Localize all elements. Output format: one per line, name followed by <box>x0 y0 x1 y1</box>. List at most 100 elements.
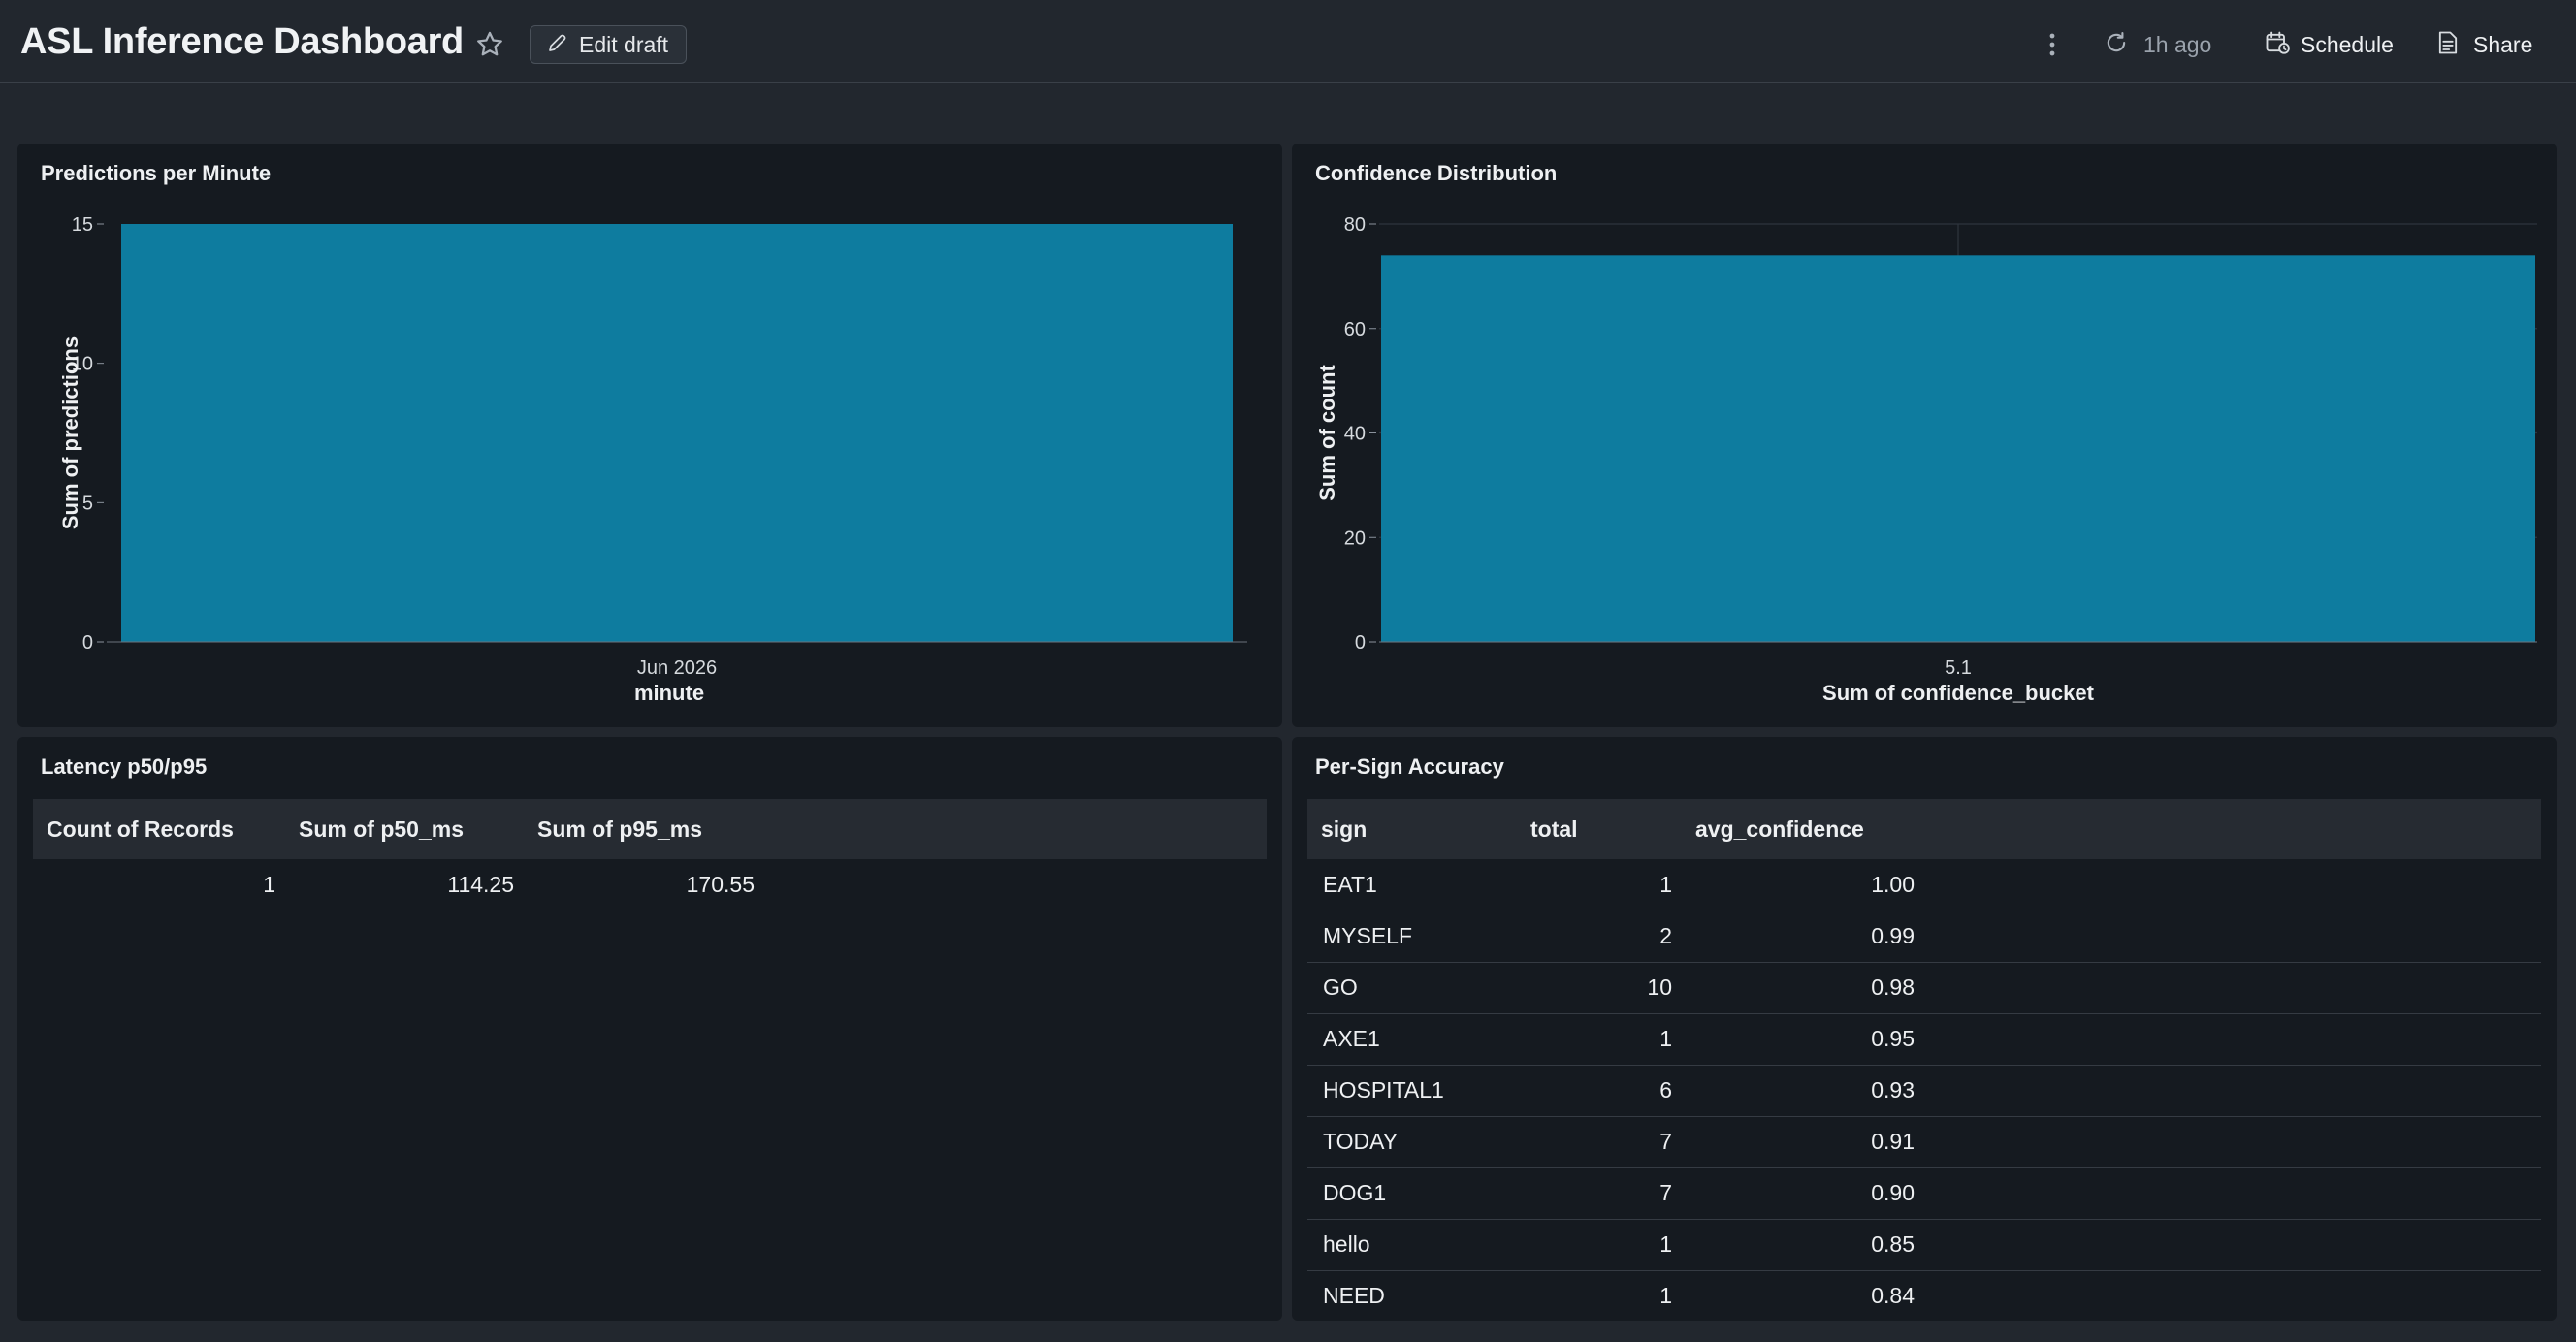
sign-cell: EAT1 <box>1307 859 1517 911</box>
panel-title: Confidence Distribution <box>1315 161 1558 185</box>
sign-cell: NEED <box>1307 1270 1517 1321</box>
table-row: 1 114.25 170.55 <box>33 859 1267 911</box>
sign-cell: MYSELF <box>1307 911 1517 963</box>
total-cell: 2 <box>1517 911 1682 963</box>
table-cell-spacer <box>1924 859 2541 911</box>
avg-confidence-cell: 0.95 <box>1682 1013 1924 1066</box>
share-document-icon <box>2434 29 2462 61</box>
avg-confidence-cell: 0.90 <box>1682 1167 1924 1220</box>
avg-confidence-cell: 0.98 <box>1682 962 1924 1014</box>
table-cell-spacer <box>1924 1065 2541 1117</box>
table-row: MYSELF 2 0.99 <box>1307 911 2541 963</box>
total-cell: 10 <box>1517 962 1682 1014</box>
panel-title: Per-Sign Accuracy <box>1315 754 1504 779</box>
sign-cell: TODAY <box>1307 1116 1517 1168</box>
table-cell-spacer <box>764 859 1267 911</box>
total-cell: 1 <box>1517 1013 1682 1066</box>
table-row: HOSPITAL1 6 0.93 <box>1307 1065 2541 1117</box>
table-cell-spacer <box>1924 1116 2541 1168</box>
table-cell-spacer <box>1924 1219 2541 1271</box>
y-tick-label: 0 <box>82 632 93 654</box>
confidence-distribution-panel[interactable]: Confidence Distribution 0 20 40 60 80 5.1 Sum … <box>1292 144 2557 727</box>
total-cell: 1 <box>1517 1270 1682 1321</box>
table-cell-spacer <box>1924 911 2541 963</box>
predictions-per-minute-panel[interactable]: Predictions per Minute 0 5 10 15 Jun 2026 min… <box>17 144 1282 727</box>
y-tick-label: 60 <box>1344 319 1366 340</box>
y-tick-label: 0 <box>1355 632 1366 654</box>
share-button[interactable]: Share <box>2434 25 2532 64</box>
pencil-icon <box>546 31 569 59</box>
table-row: GO 10 0.98 <box>1307 962 2541 1014</box>
total-cell: 7 <box>1517 1116 1682 1168</box>
y-tick-label: 40 <box>1344 424 1366 445</box>
x-tick-label: 5.1 <box>1945 657 1972 679</box>
share-label: Share <box>2473 31 2533 57</box>
table-row: EAT1 1 1.00 <box>1307 859 2541 911</box>
column-header[interactable]: Sum of p50_ms <box>285 799 524 859</box>
avg-confidence-cell: 0.93 <box>1682 1065 1924 1117</box>
column-header-spacer <box>1924 799 2541 859</box>
column-header[interactable]: Sum of p95_ms <box>524 799 764 859</box>
column-header[interactable]: Count of Records <box>33 799 285 859</box>
table-row: AXE1 1 0.95 <box>1307 1013 2541 1066</box>
panel-title: Latency p50/p95 <box>41 754 208 779</box>
table-row: DOG1 7 0.90 <box>1307 1167 2541 1220</box>
per-sign-accuracy-panel[interactable]: Per-Sign Accuracy sign total avg_confide… <box>1292 737 2557 1321</box>
dashboard-title: ASL Inference Dashboard <box>20 21 464 62</box>
table-header-row: Count of Records Sum of p50_ms Sum of p9… <box>33 799 1267 859</box>
avg-confidence-cell: 0.91 <box>1682 1116 1924 1168</box>
y-tick-label: 20 <box>1344 527 1366 549</box>
avg-confidence-cell: 1.00 <box>1682 859 1924 911</box>
favorite-star-icon[interactable] <box>473 28 506 61</box>
x-axis-title: minute <box>634 681 704 705</box>
sign-cell: GO <box>1307 962 1517 1014</box>
y-tick-label: 15 <box>72 214 93 236</box>
table-row: NEED 1 0.84 <box>1307 1270 2541 1321</box>
x-axis-title: Sum of confidence_bucket <box>1822 681 2095 705</box>
table-cell: 114.25 <box>285 859 524 911</box>
column-header[interactable]: avg_confidence <box>1682 799 1924 859</box>
total-cell: 7 <box>1517 1167 1682 1220</box>
table-cell-spacer <box>1924 1270 2541 1321</box>
table-row: hello 1 0.85 <box>1307 1219 2541 1271</box>
schedule-label: Schedule <box>2301 31 2394 57</box>
refresh-icon <box>2103 29 2130 61</box>
total-cell: 1 <box>1517 1219 1682 1271</box>
last-refresh-label: 1h ago <box>2143 31 2212 57</box>
dashboard-header: ASL Inference Dashboard Edit draft 1h ag… <box>0 0 2576 83</box>
y-tick-label: 5 <box>82 493 93 514</box>
avg-confidence-cell: 0.84 <box>1682 1270 1924 1321</box>
table-cell-spacer <box>1924 1167 2541 1220</box>
calendar-clock-icon <box>2264 29 2291 61</box>
x-tick-label: Jun 2026 <box>637 657 717 679</box>
bar <box>1381 255 2535 642</box>
column-header[interactable]: total <box>1517 799 1682 859</box>
table-cell-spacer <box>1924 962 2541 1014</box>
column-header-spacer <box>764 799 1267 859</box>
bar <box>121 224 1233 642</box>
sign-cell: hello <box>1307 1219 1517 1271</box>
edit-draft-label: Edit draft <box>579 31 669 57</box>
column-header[interactable]: sign <box>1307 799 1517 859</box>
latency-table: Count of Records Sum of p50_ms Sum of p9… <box>33 799 1267 911</box>
total-cell: 1 <box>1517 859 1682 911</box>
refresh-button[interactable]: 1h ago <box>2103 25 2211 64</box>
y-axis-title: Sum of count <box>1315 365 1339 501</box>
sign-cell: AXE1 <box>1307 1013 1517 1066</box>
accuracy-table: sign total avg_confidence EAT1 1 1.00 MYSEL… <box>1307 799 2541 1321</box>
total-cell: 6 <box>1517 1065 1682 1117</box>
table-row: TODAY 7 0.91 <box>1307 1116 2541 1168</box>
avg-confidence-cell: 0.99 <box>1682 911 1924 963</box>
sign-cell: DOG1 <box>1307 1167 1517 1220</box>
more-options-icon[interactable] <box>2041 25 2064 64</box>
panel-title: Predictions per Minute <box>41 161 272 185</box>
edit-draft-button[interactable]: Edit draft <box>530 25 687 64</box>
table-header-row: sign total avg_confidence <box>1307 799 2541 859</box>
y-tick-label: 80 <box>1344 214 1366 236</box>
y-tick-label: 10 <box>72 354 93 375</box>
y-axis-title: Sum of predictions <box>58 336 82 529</box>
latency-panel[interactable]: Latency p50/p95 Count of Records Sum of … <box>17 737 1282 1321</box>
schedule-button[interactable]: Schedule <box>2264 25 2394 64</box>
